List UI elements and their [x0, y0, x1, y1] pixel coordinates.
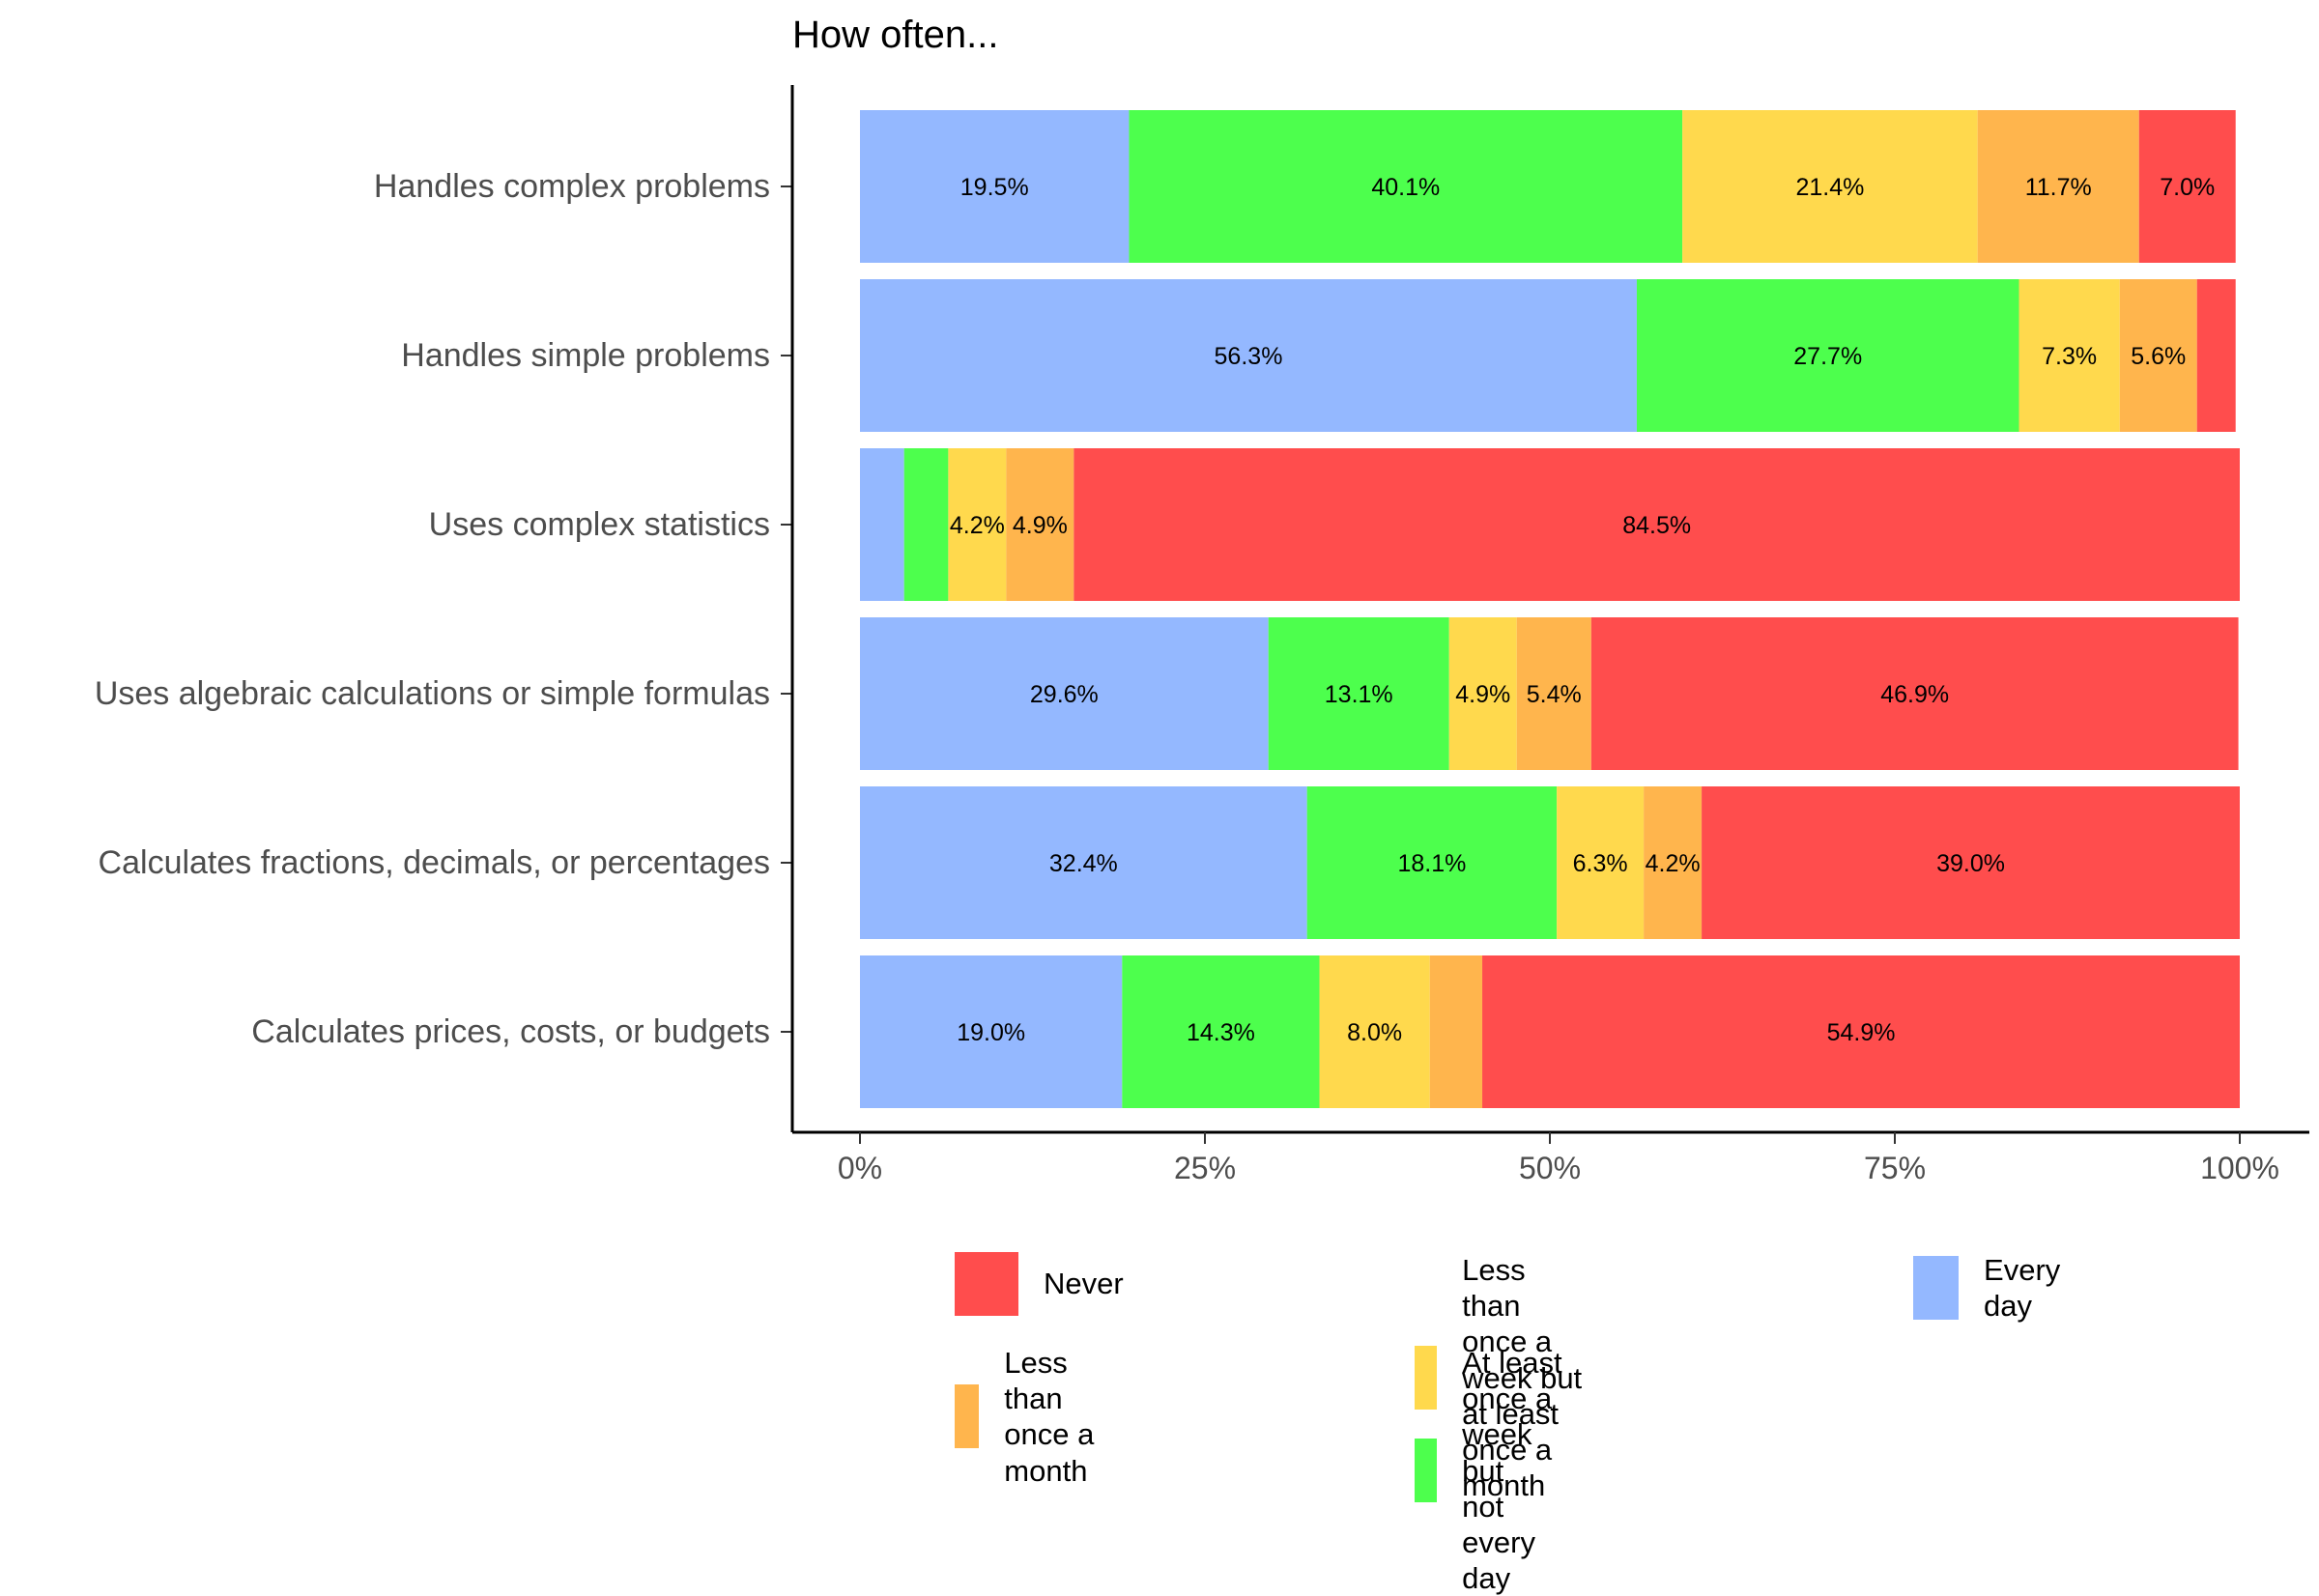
- data-label: 40.1%: [1371, 174, 1440, 201]
- bar-labels-group: 19.5% 40.1% 21.4% 11.7% 7.0% 56.3% 27.7% 7.3% 5.…: [950, 174, 2215, 1046]
- data-label: 4.2%: [1646, 850, 1701, 877]
- bar-segment: [1268, 617, 1449, 770]
- axes-group: Handles complex problems Handles simple p…: [95, 85, 2309, 1185]
- y-tick-label: Calculates prices, costs, or budgets: [251, 1013, 770, 1050]
- bar-segment: [1557, 786, 1645, 939]
- x-tick-label: 100%: [2200, 1151, 2279, 1185]
- legend-item: Less than once a month: [955, 1345, 1127, 1489]
- bar-segment: [860, 786, 1307, 939]
- legend-swatch: [1415, 1346, 1438, 1411]
- legend-swatch: [955, 1384, 980, 1449]
- stacked-bar-chart: 19.5% 40.1% 21.4% 11.7% 7.0% 56.3% 27.7% 7.3% 5.…: [95, 85, 2309, 1185]
- data-label: 6.3%: [1573, 850, 1628, 877]
- bar-segment: [860, 110, 1130, 263]
- legend-swatch: [1913, 1256, 1960, 1321]
- bar-segment: [1074, 448, 2240, 601]
- bar-segment: [860, 617, 1269, 770]
- data-label: 7.0%: [2160, 174, 2215, 201]
- bar-segment: [860, 279, 1637, 432]
- data-label: 13.1%: [1325, 681, 1393, 708]
- bar-segment: [860, 955, 1123, 1108]
- data-label: 32.4%: [1049, 850, 1118, 877]
- bar-segment: [1682, 110, 1978, 263]
- data-label: 84.5%: [1622, 512, 1691, 539]
- data-label: 4.9%: [1013, 512, 1068, 539]
- data-label: 8.0%: [1347, 1019, 1402, 1046]
- bar-segment: [2018, 279, 2120, 432]
- bar-segment: [2196, 279, 2236, 432]
- legend-swatch: [1415, 1439, 1438, 1503]
- data-label: 39.0%: [1936, 850, 2005, 877]
- data-label: 29.6%: [1030, 681, 1099, 708]
- chart-title: How often...: [792, 14, 999, 56]
- bar-segment: [903, 448, 949, 601]
- bar-segment: [1319, 955, 1430, 1108]
- x-tick-label: 50%: [1519, 1151, 1581, 1185]
- bar-segment: [1482, 955, 2240, 1108]
- data-label: 11.7%: [2025, 174, 2092, 201]
- y-tick-label: Calculates fractions, decimals, or perce…: [99, 844, 770, 881]
- legend-item: Every day: [1913, 1252, 2078, 1324]
- data-label: 4.2%: [950, 512, 1005, 539]
- data-label: 21.4%: [1795, 174, 1864, 201]
- bar-segment: [1129, 110, 1683, 263]
- legend-label: Never: [1044, 1267, 1124, 1301]
- data-label: 18.1%: [1397, 850, 1466, 877]
- data-label: 5.4%: [1527, 681, 1582, 708]
- bar-segment: [1977, 110, 2139, 263]
- bar-segment: [1644, 786, 1703, 939]
- data-label: 46.9%: [1880, 681, 1949, 708]
- bars-group: [860, 110, 2240, 1108]
- data-label: 4.9%: [1455, 681, 1510, 708]
- data-label: 56.3%: [1215, 343, 1283, 370]
- data-label: 54.9%: [1827, 1019, 1896, 1046]
- legend-item: At least once a week but not every day: [1415, 1345, 1577, 1596]
- bar-segment: [948, 448, 1007, 601]
- legend-item: Never: [955, 1252, 1124, 1316]
- data-label: 14.3%: [1187, 1019, 1255, 1046]
- bar-segment: [1636, 279, 2019, 432]
- legend-label: At least once a week but not every day: [1462, 1346, 1562, 1596]
- legend-label: Every day: [1984, 1253, 2061, 1324]
- bar-segment: [2119, 279, 2197, 432]
- y-tick-label: Uses complex statistics: [429, 506, 770, 543]
- bar-segment: [1429, 955, 1483, 1108]
- bar-segment: [1590, 617, 2239, 770]
- legend-swatch: [955, 1252, 1018, 1316]
- x-tick-label: 25%: [1174, 1151, 1236, 1185]
- data-label: 7.3%: [2042, 343, 2097, 370]
- bar-segment: [2138, 110, 2236, 263]
- y-tick-label: Uses algebraic calculations or simple fo…: [95, 675, 770, 712]
- bar-segment: [1306, 786, 1558, 939]
- data-label: 19.0%: [957, 1019, 1025, 1046]
- data-label: 27.7%: [1793, 343, 1862, 370]
- bar-segment: [1122, 955, 1320, 1108]
- bar-segment: [860, 448, 904, 601]
- legend-label: Less than once a month: [1004, 1346, 1095, 1488]
- x-tick-label: 75%: [1864, 1151, 1926, 1185]
- bar-segment: [1516, 617, 1591, 770]
- bar-segment: [1702, 786, 2240, 939]
- data-label: 19.5%: [960, 174, 1029, 201]
- data-label: 5.6%: [2131, 343, 2186, 370]
- bar-segment: [1006, 448, 1074, 601]
- y-tick-label: Handles complex problems: [374, 168, 770, 205]
- y-tick-label: Handles simple problems: [401, 337, 770, 374]
- bar-segment: [1448, 617, 1517, 770]
- x-tick-label: 0%: [838, 1151, 882, 1185]
